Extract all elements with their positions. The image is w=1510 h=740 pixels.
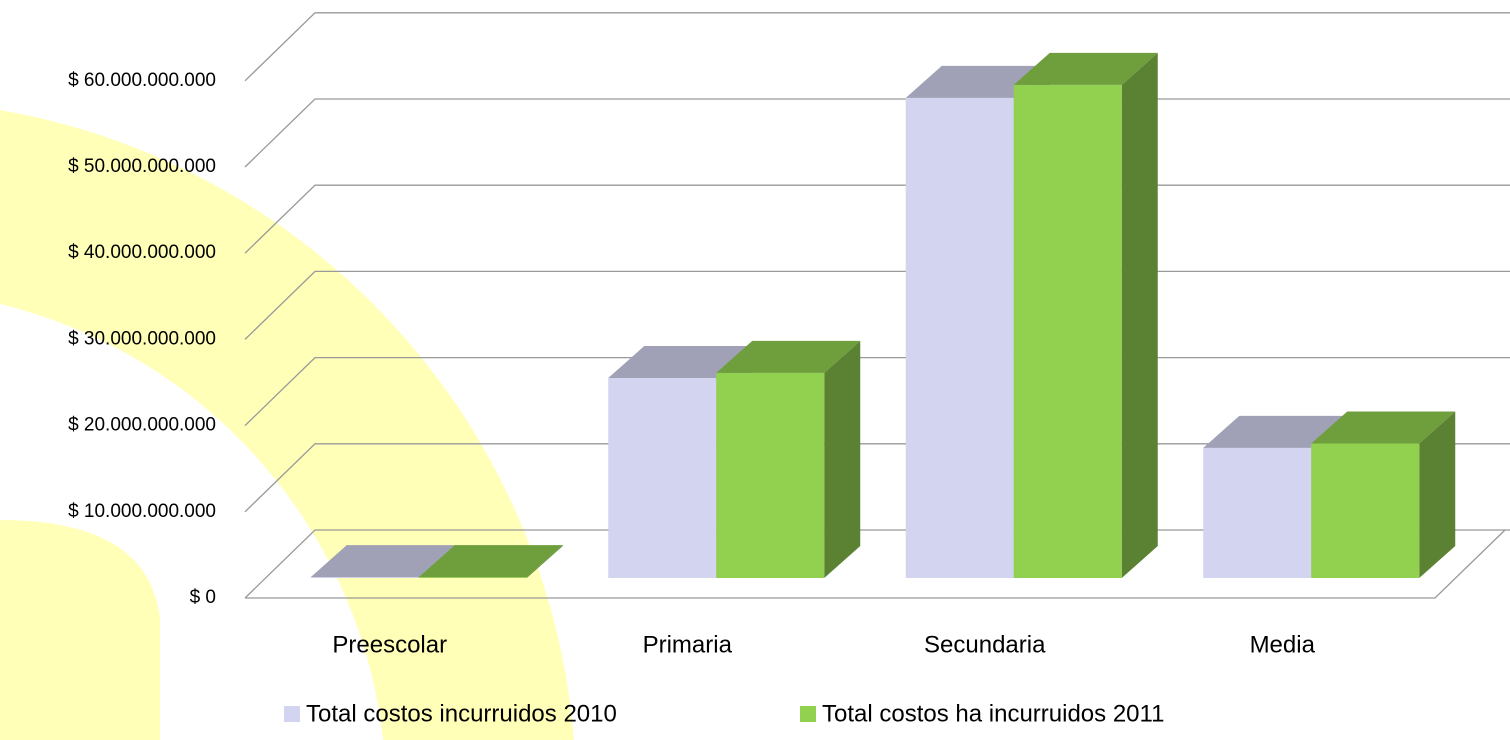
floor [245, 529, 1506, 599]
grid [244, 12, 1510, 599]
bar-front [418, 577, 527, 578]
y-tick-label: $ 30.000.000.000 [68, 328, 216, 349]
bar-top [1203, 415, 1348, 448]
y-tick-label: $ 60.000.000.000 [68, 70, 216, 91]
bar-top [608, 346, 753, 379]
bars [310, 52, 1456, 579]
bar-front [716, 372, 825, 578]
y-tick-label: $ 0 [190, 587, 216, 608]
legend-label: Total costos ha incurruidos 2011 [822, 700, 1164, 727]
bar-top [1311, 411, 1456, 444]
bar [418, 545, 563, 578]
y-tick-label: $ 20.000.000.000 [68, 415, 216, 436]
bar-side [526, 545, 563, 578]
x-tick-label: Secundaria [924, 631, 1046, 658]
bar-front [1013, 84, 1122, 578]
bar [1013, 52, 1158, 579]
bar-front [1311, 443, 1420, 578]
bar-top [1013, 52, 1158, 85]
bar-front [608, 378, 717, 578]
y-tick-label: $ 40.000.000.000 [68, 242, 216, 263]
bar-front [905, 97, 1014, 578]
x-tick-label: Preescolar [332, 631, 447, 658]
bar-front [310, 577, 419, 578]
x-tick-label: Media [1250, 631, 1316, 658]
grid-line [244, 184, 1510, 254]
grid-line [244, 270, 1510, 340]
bar-side [1419, 411, 1456, 578]
bar [1311, 411, 1456, 578]
grid-line [244, 12, 1510, 82]
bar-top [418, 545, 563, 578]
bar-side [1121, 52, 1158, 579]
bar [716, 340, 861, 578]
x-tick-label: Primaria [643, 631, 733, 658]
y-tick-label: $ 50.000.000.000 [68, 156, 216, 177]
bar-front [1203, 447, 1312, 578]
legend-swatch [284, 706, 300, 722]
bar-side [824, 340, 861, 578]
y-tick-label: $ 10.000.000.000 [68, 501, 216, 522]
bar-top [310, 545, 455, 578]
labels: $ 0 $ 10.000.000.000 $ 20.000.000.000 $ 30.… [68, 70, 1316, 728]
grid-line [244, 98, 1510, 168]
bar-top [716, 340, 861, 373]
legend-swatch [800, 706, 816, 722]
legend-label: Total costos incurruidos 2010 [306, 700, 617, 727]
background-decoration [0, 110, 574, 740]
